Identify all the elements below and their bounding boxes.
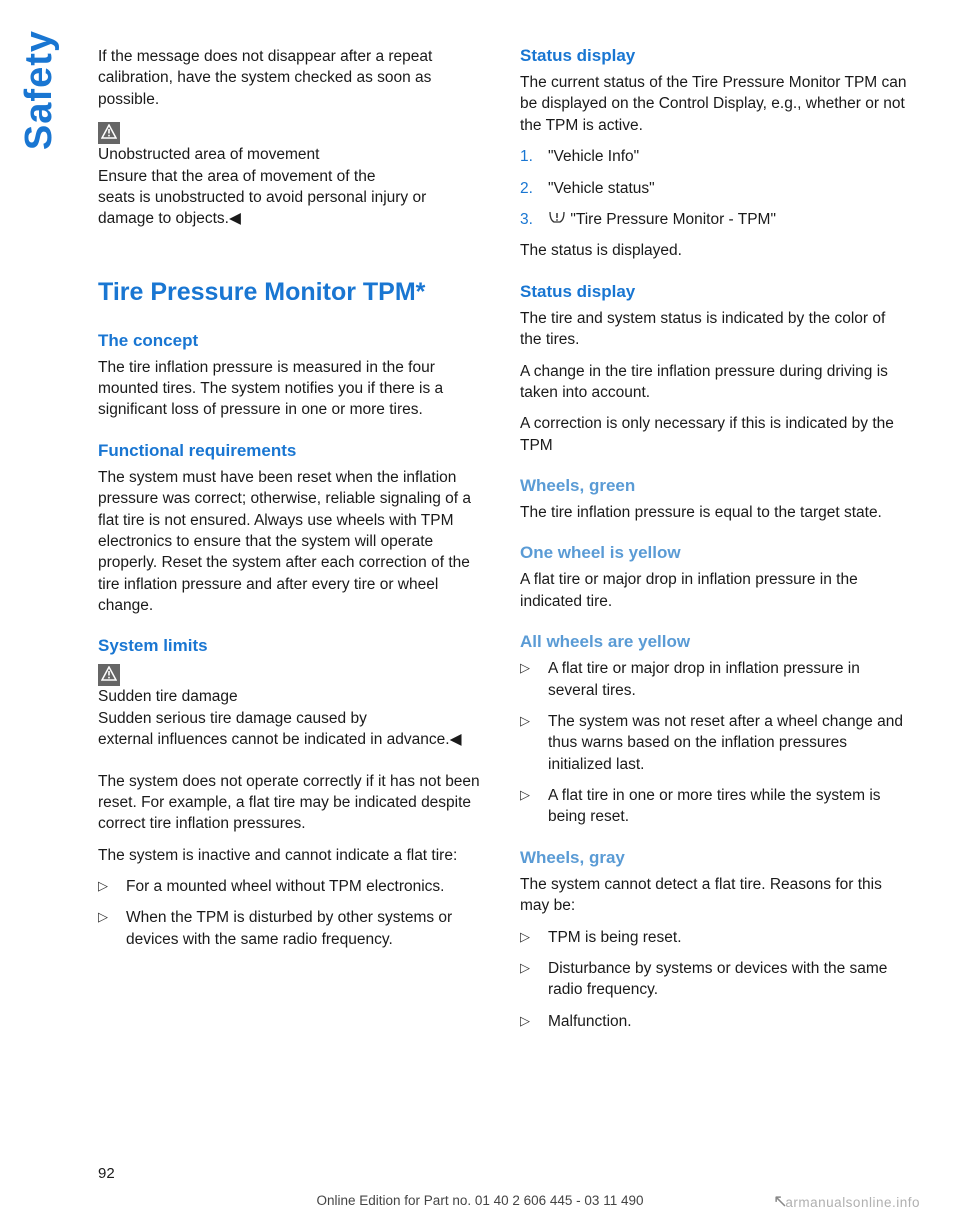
- heading-syslimits: System limits: [98, 636, 486, 656]
- heading-wheels-gray: Wheels, gray: [520, 848, 908, 868]
- side-tab-safety: Safety: [18, 30, 61, 150]
- warning-icon: [98, 664, 120, 686]
- status2-p1: The tire and system status is indicated …: [520, 308, 908, 351]
- status2-p2: A change in the tire inflation pressure …: [520, 361, 908, 404]
- warn2-body-start: Sudden serious tire damage caused by: [98, 710, 367, 727]
- syslimits-p2: The system is inactive and cannot indica…: [98, 845, 486, 866]
- heading-concept: The concept: [98, 331, 486, 351]
- status-steps: 1."Vehicle Info" 2."Vehicle status" 3. "…: [520, 146, 908, 240]
- heading-funcreq: Functional requirements: [98, 441, 486, 461]
- gray-paragraph: The system cannot detect a flat tire. Re…: [520, 874, 908, 917]
- list-item: Disturbance by systems or devices with t…: [520, 958, 908, 1001]
- list-item: For a mounted wheel without TPM electron…: [98, 876, 486, 897]
- syslimits-list: For a mounted wheel without TPM electron…: [98, 876, 486, 960]
- warning-icon: [98, 122, 120, 144]
- two-column-content: If the message does not disappear after …: [98, 46, 920, 1042]
- edition-text: Online Edition for Part no. 01 40 2 606 …: [317, 1193, 644, 1208]
- status2-p3: A correction is only necessary if this i…: [520, 413, 908, 456]
- list-item: 2."Vehicle status": [520, 178, 908, 199]
- intro-paragraph: If the message does not disappear after …: [98, 46, 486, 110]
- list-item: 3. "Tire Pressure Monitor - TPM": [520, 209, 908, 231]
- funcreq-paragraph: The system must have been reset when the…: [98, 467, 486, 617]
- list-item: 1."Vehicle Info": [520, 146, 908, 167]
- list-item: TPM is being reset.: [520, 927, 908, 948]
- warning-movement: Unobstructed area of movement Ensure tha…: [98, 120, 486, 240]
- right-column: Status display The current status of the…: [520, 46, 908, 1042]
- heading-status-display: Status display: [520, 46, 908, 66]
- heading-one-yellow: One wheel is yellow: [520, 543, 908, 563]
- green-paragraph: The tire inflation pressure is equal to …: [520, 502, 908, 523]
- syslimits-p1: The system does not operate correctly if…: [98, 771, 486, 835]
- warning-sudden-damage: Sudden tire damage Sudden serious tire d…: [98, 662, 486, 760]
- heading-status-display-2: Status display: [520, 282, 908, 302]
- warn-title: Unobstructed area of movement: [98, 146, 319, 163]
- heading-wheels-green: Wheels, green: [520, 476, 908, 496]
- warn-body-start: Ensure that the area of movement of the: [98, 168, 375, 185]
- concept-paragraph: The tire inflation pressure is measured …: [98, 357, 486, 421]
- warn2-title: Sudden tire damage: [98, 688, 238, 705]
- tpm-warning-icon: [548, 209, 566, 230]
- gray-list: TPM is being reset. Disturbance by syste…: [520, 927, 908, 1043]
- watermark: armanualsonline.info: [785, 1195, 920, 1210]
- list-item: A flat tire in one or more tires while t…: [520, 785, 908, 828]
- all-yellow-list: A flat tire or major drop in inflation p…: [520, 658, 908, 838]
- page-number: 92: [98, 1165, 115, 1182]
- list-item: When the TPM is disturbed by other syste…: [98, 907, 486, 950]
- one-yellow-paragraph: A flat tire or major drop in inflation p…: [520, 569, 908, 612]
- list-item: A flat tire or major drop in inflation p…: [520, 658, 908, 701]
- list-item: Malfunction.: [520, 1011, 908, 1032]
- heading-all-yellow: All wheels are yellow: [520, 632, 908, 652]
- left-column: If the message does not disappear after …: [98, 46, 486, 1042]
- warn-body-rest: seats is unobstructed to avoid personal …: [98, 187, 486, 230]
- status-shown: The status is displayed.: [520, 240, 908, 261]
- list-item: The system was not reset after a wheel c…: [520, 711, 908, 775]
- heading-tpm: Tire Pressure Monitor TPM*: [98, 278, 486, 307]
- status-paragraph: The current status of the Tire Pressure …: [520, 72, 908, 136]
- warn2-body-rest: external influences cannot be indicated …: [98, 729, 486, 750]
